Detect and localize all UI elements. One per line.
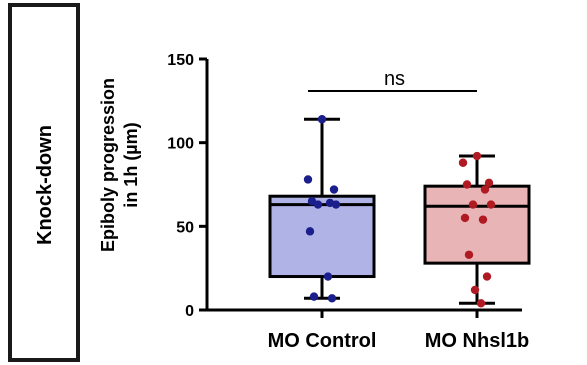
data-point	[329, 185, 339, 194]
data-point	[464, 250, 474, 259]
box-group	[268, 115, 531, 308]
box-iqr	[268, 194, 376, 279]
side-panel-label: Knock-down	[34, 125, 56, 245]
significance-bracket: ns	[308, 68, 477, 92]
data-point	[476, 299, 486, 308]
y-tick-label: 150	[167, 52, 194, 69]
y-tick-label: 0	[185, 303, 194, 320]
side-panel-frame	[8, 3, 80, 362]
data-point	[317, 115, 327, 124]
data-point	[478, 215, 488, 224]
data-point	[458, 158, 468, 167]
data-point	[468, 200, 478, 209]
data-point	[460, 213, 470, 223]
data-point	[327, 294, 337, 303]
data-point	[482, 272, 492, 281]
significance-label: ns	[384, 68, 405, 90]
y-axis-label-line2: in 1h (µm)	[121, 122, 141, 207]
data-point	[462, 180, 472, 189]
data-point	[486, 200, 496, 209]
y-axis-label-line1: Epiboly progression	[98, 78, 118, 252]
data-point	[480, 185, 490, 194]
x-tick-label: MO Nhsl1b	[425, 330, 529, 352]
data-point	[309, 292, 319, 301]
data-point	[484, 178, 494, 188]
x-tick-label: MO Control	[268, 330, 377, 352]
data-point	[472, 151, 482, 161]
y-tick-label: 50	[176, 219, 194, 236]
data-point	[303, 175, 313, 184]
data-point	[323, 272, 333, 281]
y-tick-label: 100	[167, 136, 194, 153]
axes: 0 50 100 150 MO Control MO Nhsl1b	[167, 52, 529, 352]
data-point	[470, 285, 480, 295]
data-point	[313, 200, 323, 209]
data-point	[305, 227, 315, 236]
box-iqr	[423, 184, 531, 265]
data-point	[331, 200, 341, 209]
